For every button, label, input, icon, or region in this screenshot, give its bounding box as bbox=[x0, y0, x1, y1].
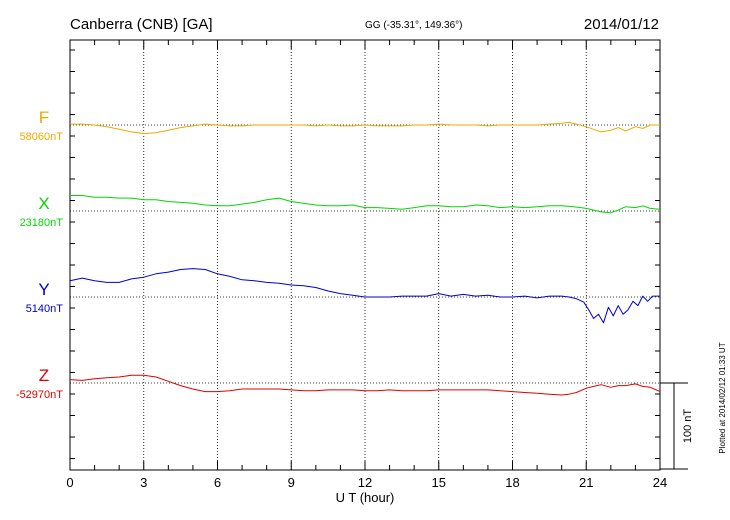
plot-frame bbox=[69, 39, 661, 471]
x-axis-label: U T (hour) bbox=[336, 490, 395, 505]
series-group bbox=[69, 121, 661, 396]
series-line-x bbox=[70, 195, 661, 214]
plotted-note: Plotted at 2014/02/12 01:33 UT bbox=[718, 342, 727, 453]
grid-lines bbox=[143, 40, 587, 470]
scale-bar: 100 nT bbox=[660, 382, 694, 470]
scale-bar-label: 100 nT bbox=[682, 409, 694, 444]
date-label: 2014/01/12 bbox=[584, 16, 659, 33]
series-line-y bbox=[69, 268, 660, 324]
x-tick-label: 9 bbox=[288, 475, 295, 490]
x-tick-label: 21 bbox=[579, 475, 593, 490]
series-name-y: Y bbox=[38, 280, 49, 299]
series-baseline-x: 23180nT bbox=[20, 217, 64, 229]
series-line-f bbox=[70, 121, 660, 135]
x-tick-label: 12 bbox=[358, 475, 372, 490]
x-tick-label: 15 bbox=[432, 475, 446, 490]
station-title: Canberra (CNB) [GA] bbox=[70, 16, 213, 33]
series-name-f: F bbox=[39, 108, 49, 127]
series-baseline-y: 5140nT bbox=[26, 303, 64, 315]
x-tick-label: 18 bbox=[505, 475, 519, 490]
x-tick-label: 6 bbox=[214, 475, 221, 490]
x-tick-labels: 0 3 6 9 12 15 18 21 24 bbox=[66, 475, 667, 490]
coordinates-label: GG (-35.31°, 149.36°) bbox=[365, 20, 463, 31]
series-name-z: Z bbox=[39, 366, 49, 385]
x-tick-label: 0 bbox=[66, 475, 73, 490]
x-tick-label: 24 bbox=[653, 475, 667, 490]
series-baseline-z: -52970nT bbox=[16, 389, 63, 401]
axis-ticks bbox=[69, 40, 661, 470]
series-baseline-f: 58060nT bbox=[20, 131, 64, 143]
x-tick-label: 3 bbox=[140, 475, 147, 490]
series-name-x: X bbox=[38, 194, 49, 213]
series-line-z bbox=[69, 374, 661, 396]
series-labels: F 58060nT X 23180nT Y 5140nT Z -52970nT bbox=[16, 108, 63, 401]
